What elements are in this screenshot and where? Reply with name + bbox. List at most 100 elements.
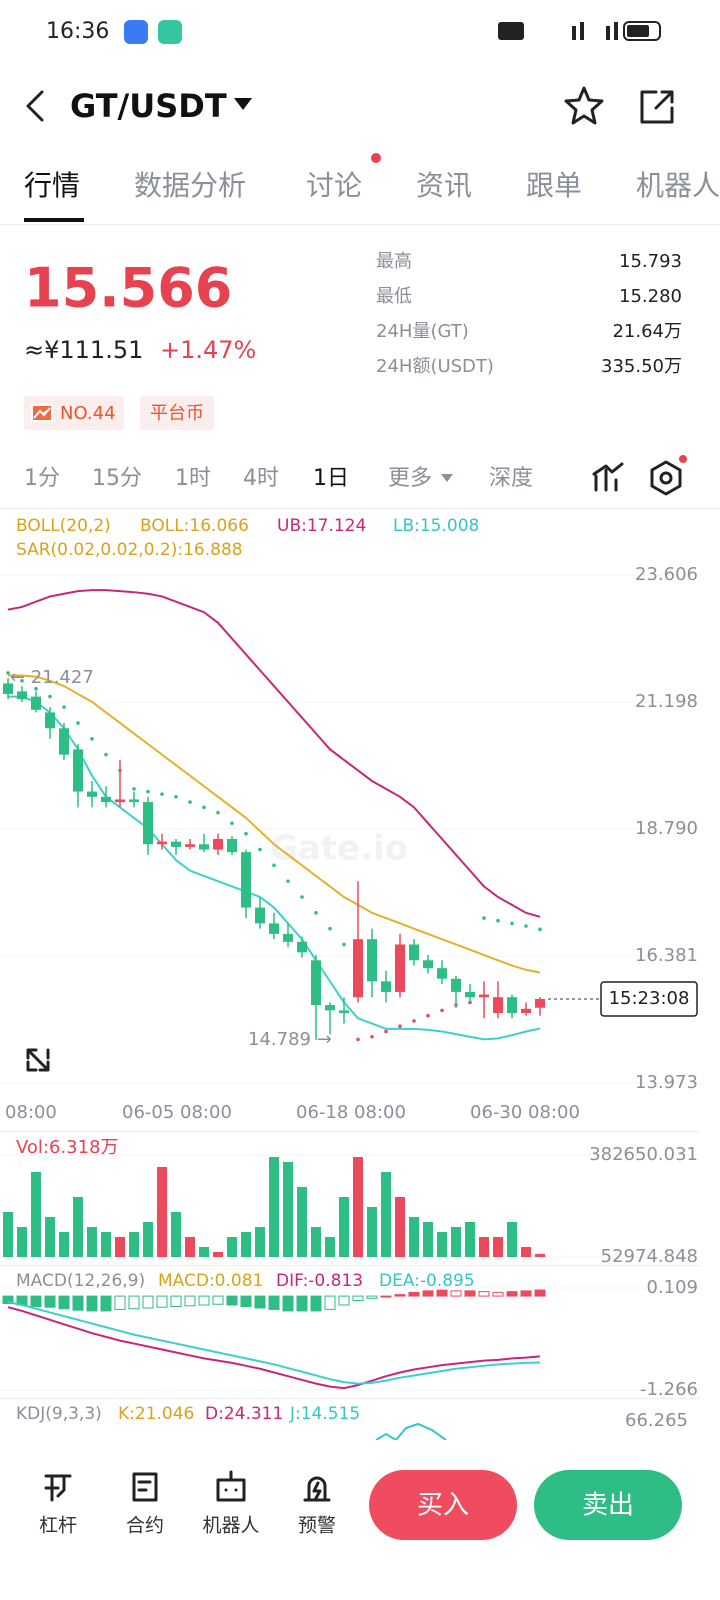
sell-button[interactable]	[534, 1470, 682, 1540]
sar-dot	[510, 921, 514, 926]
candle-body	[423, 960, 433, 969]
sar-dot	[440, 1008, 444, 1013]
interval[interactable]: 1分	[24, 466, 60, 491]
volume-bar	[143, 1222, 153, 1257]
divider	[0, 1398, 700, 1399]
sar-dot	[6, 671, 10, 675]
interval[interactable]: 15分	[92, 466, 142, 491]
nav-label[interactable]: 杠杆	[39, 1515, 77, 1537]
countdown-box	[600, 981, 698, 1017]
candle-body	[213, 838, 223, 850]
tab[interactable]: 机器人	[636, 169, 720, 202]
tab[interactable]: 行情	[24, 169, 80, 202]
favorite-button[interactable]	[564, 86, 604, 125]
candle-body	[535, 998, 545, 1008]
candle-body	[241, 852, 251, 908]
boll-mid	[8, 674, 541, 974]
nav-icon[interactable]	[132, 1472, 158, 1502]
status-app-icon	[124, 20, 148, 44]
status-time: 16:36	[46, 19, 109, 44]
volume-bar	[45, 1217, 55, 1257]
share-button[interactable]	[640, 90, 674, 124]
volume-bar	[437, 1232, 447, 1257]
volume-bar	[73, 1197, 83, 1257]
indicator-button[interactable]	[592, 462, 624, 492]
boll-mid-label: BOLL:16.066	[140, 516, 249, 536]
sell-label[interactable]: 卖出	[582, 1491, 634, 1521]
tab[interactable]: 跟单	[526, 169, 582, 202]
sar-dot	[314, 911, 318, 915]
nav-icon[interactable]	[44, 1474, 72, 1502]
nav-label[interactable]: 合约	[126, 1515, 164, 1537]
tab[interactable]: 资讯	[416, 169, 472, 202]
macd-bar	[394, 1294, 406, 1297]
interval[interactable]: 更多	[388, 466, 432, 491]
sar-dot	[328, 926, 332, 931]
volume-bar	[3, 1212, 13, 1257]
macd-label: MACD(12,26,9)	[16, 1271, 145, 1291]
candle-body	[297, 941, 307, 953]
candle-body	[479, 994, 489, 998]
sar-dot	[62, 705, 66, 709]
candle-body	[507, 997, 517, 1014]
macd-bar	[156, 1295, 168, 1308]
sar-dot	[300, 895, 304, 899]
macd-bar	[198, 1295, 210, 1306]
interval[interactable]: 4时	[243, 466, 279, 491]
divider	[0, 1265, 700, 1266]
boll-upper	[7, 589, 541, 918]
buy-label[interactable]: 买入	[417, 1491, 469, 1521]
interval[interactable]: 深度	[489, 466, 533, 491]
candle-body	[269, 923, 279, 934]
tab[interactable]: 数据分析	[134, 169, 246, 202]
nav-label[interactable]: 机器人	[202, 1515, 259, 1537]
candle-body	[101, 796, 111, 803]
candle-body	[31, 696, 41, 710]
macd-bar	[100, 1295, 112, 1312]
dif-line	[7, 1306, 541, 1390]
macd-legend: MACD(12,26,9) MACD:0.081 DIF:-0.813 DEA:…	[16, 1271, 475, 1291]
candle-body	[59, 728, 69, 755]
tab[interactable]: 讨论	[306, 169, 362, 202]
sar-dot	[90, 736, 94, 741]
fullscreen-button[interactable]	[26, 1048, 50, 1072]
macd-bar	[338, 1295, 350, 1306]
interval[interactable]: 1时	[175, 466, 211, 491]
more-arrow	[441, 474, 453, 482]
candle-body	[255, 907, 265, 924]
candle-body	[199, 844, 209, 850]
volume-bar	[479, 1237, 489, 1257]
interval[interactable]: 1日	[313, 466, 349, 491]
macd-bar	[366, 1295, 378, 1299]
candle-body	[381, 981, 391, 992]
sar-dot	[356, 1037, 360, 1042]
back-button[interactable]	[26, 90, 44, 122]
volume-bar	[367, 1207, 377, 1257]
macd-value: MACD:0.081	[158, 1271, 263, 1291]
candle-body	[115, 799, 125, 803]
macd-bar	[240, 1295, 252, 1307]
buy-button[interactable]	[369, 1470, 517, 1540]
pair-title[interactable]: GT/USDT	[70, 87, 227, 125]
candle-body	[185, 844, 195, 847]
candle-body	[227, 838, 237, 853]
macd-bar	[436, 1289, 448, 1297]
nav-icon[interactable]	[216, 1470, 246, 1502]
nav-icon[interactable]	[303, 1476, 331, 1502]
volume-bar	[59, 1232, 69, 1257]
nav-label[interactable]: 预警	[298, 1515, 336, 1537]
sar-dot	[76, 721, 80, 725]
volume-bar	[87, 1227, 97, 1257]
macd-bar	[268, 1295, 280, 1310]
stat-label: 最高	[376, 251, 412, 272]
badge-dot	[679, 455, 687, 463]
status-icons	[498, 21, 661, 41]
kdj-tick: 66.265	[625, 1410, 688, 1431]
settings-button[interactable]	[650, 460, 682, 496]
pair-dropdown[interactable]	[234, 98, 252, 110]
nav-icons	[44, 1470, 331, 1502]
indicator-legend: BOLL(20,2) BOLL:16.066 UB:17.124 LB:15.0…	[16, 516, 479, 560]
sar-dot	[384, 1029, 388, 1034]
volume-bar	[325, 1237, 335, 1257]
watermark: Gate.io	[270, 829, 408, 869]
